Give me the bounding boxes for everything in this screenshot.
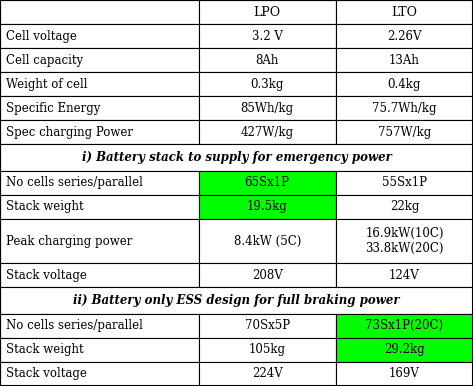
Text: No cells series/parallel: No cells series/parallel	[6, 176, 142, 189]
Text: 3.2 V: 3.2 V	[252, 30, 283, 42]
Text: 2.26V: 2.26V	[387, 30, 421, 42]
Text: 22kg: 22kg	[390, 200, 419, 213]
Bar	[0, 24, 199, 48]
Text: 8.4kW (5C): 8.4kW (5C)	[234, 235, 301, 247]
Text: 55Sx1P: 55Sx1P	[382, 176, 427, 189]
Bar	[199, 48, 336, 72]
Text: Stack voltage: Stack voltage	[6, 269, 87, 282]
Bar	[0, 48, 199, 72]
Text: Stack voltage: Stack voltage	[6, 367, 87, 381]
Bar	[0, 72, 199, 96]
Bar	[199, 171, 336, 195]
Text: Peak charging power: Peak charging power	[6, 235, 132, 247]
Bar	[0, 96, 199, 120]
Bar	[199, 195, 336, 219]
Bar	[336, 219, 473, 263]
Bar	[199, 314, 336, 338]
Bar	[199, 24, 336, 48]
Bar	[0, 314, 199, 338]
Bar	[199, 0, 336, 24]
Bar	[0, 195, 199, 219]
Bar	[336, 96, 473, 120]
Text: 0.4kg: 0.4kg	[388, 78, 421, 91]
Text: No cells series/parallel: No cells series/parallel	[6, 319, 142, 332]
Bar	[336, 314, 473, 338]
Text: 124V: 124V	[389, 269, 420, 282]
Bar	[0, 288, 473, 314]
Bar	[199, 120, 336, 144]
Text: 8Ah: 8Ah	[255, 54, 279, 67]
Bar	[0, 120, 199, 144]
Text: Cell voltage: Cell voltage	[6, 30, 77, 42]
Text: 70Sx5P: 70Sx5P	[245, 319, 290, 332]
Text: Spec charging Power: Spec charging Power	[6, 126, 132, 139]
Text: Stack weight: Stack weight	[6, 200, 83, 213]
Bar	[336, 120, 473, 144]
Text: 75.7Wh/kg: 75.7Wh/kg	[372, 102, 437, 115]
Bar	[336, 48, 473, 72]
Bar	[0, 0, 199, 24]
Bar	[336, 338, 473, 362]
Text: 224V: 224V	[252, 367, 283, 381]
Text: Specific Energy: Specific Energy	[6, 102, 100, 115]
Text: Stack weight: Stack weight	[6, 344, 83, 356]
Bar	[336, 362, 473, 386]
Text: ii) Battery only ESS design for full braking power: ii) Battery only ESS design for full bra…	[73, 294, 400, 307]
Text: Cell capacity: Cell capacity	[6, 54, 83, 67]
Text: LTO: LTO	[392, 5, 417, 19]
Text: LPO: LPO	[254, 5, 281, 19]
Text: 427W/kg: 427W/kg	[241, 126, 294, 139]
Text: i) Battery stack to supply for emergency power: i) Battery stack to supply for emergency…	[81, 151, 392, 164]
Bar	[336, 72, 473, 96]
Text: 73Sx1P(20C): 73Sx1P(20C)	[365, 319, 444, 332]
Text: 0.3kg: 0.3kg	[251, 78, 284, 91]
Bar	[199, 263, 336, 288]
Bar	[0, 362, 199, 386]
Bar	[336, 24, 473, 48]
Bar	[199, 96, 336, 120]
Text: 105kg: 105kg	[249, 344, 286, 356]
Text: 65Sx1P: 65Sx1P	[245, 176, 290, 189]
Text: 16.9kW(10C)
33.8kW(20C): 16.9kW(10C) 33.8kW(20C)	[365, 227, 444, 255]
Text: 757W/kg: 757W/kg	[378, 126, 431, 139]
Bar	[336, 171, 473, 195]
Text: 13Ah: 13Ah	[389, 54, 420, 67]
Bar	[0, 144, 473, 171]
Bar	[199, 219, 336, 263]
Bar	[336, 195, 473, 219]
Text: 85Wh/kg: 85Wh/kg	[241, 102, 294, 115]
Bar	[0, 171, 199, 195]
Bar	[336, 263, 473, 288]
Text: 29.2kg: 29.2kg	[384, 344, 425, 356]
Bar	[0, 219, 199, 263]
Text: 208V: 208V	[252, 269, 283, 282]
Bar	[336, 0, 473, 24]
Bar	[0, 338, 199, 362]
Bar	[199, 338, 336, 362]
Text: 19.5kg: 19.5kg	[247, 200, 288, 213]
Bar	[199, 72, 336, 96]
Text: 169V: 169V	[389, 367, 420, 381]
Bar	[0, 263, 199, 288]
Bar	[199, 362, 336, 386]
Text: Weight of cell: Weight of cell	[6, 78, 87, 91]
